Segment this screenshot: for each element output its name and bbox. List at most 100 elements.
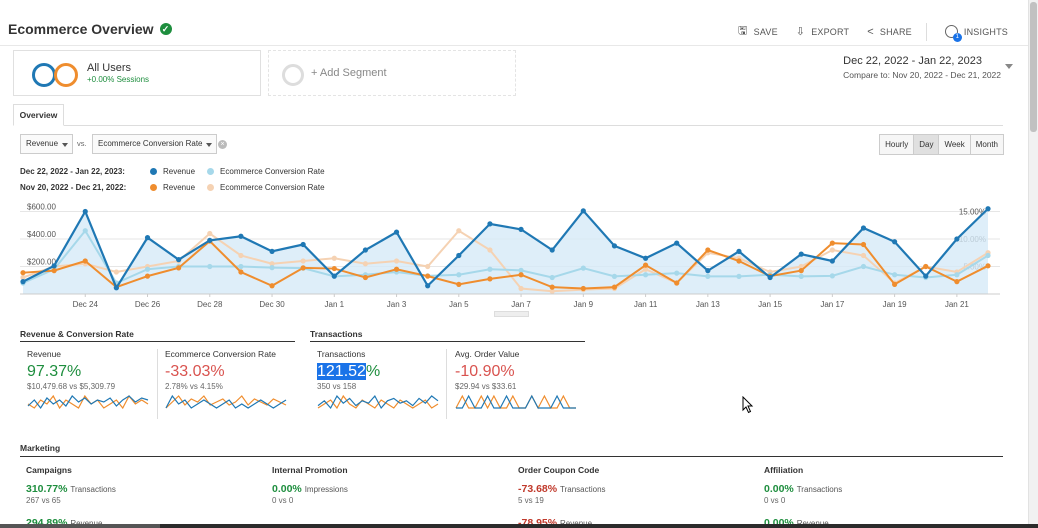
data-point[interactable] xyxy=(518,285,524,292)
metric-card-transactions[interactable]: Transactions 121.52% 350 vs 158 xyxy=(317,349,439,410)
data-point[interactable] xyxy=(362,247,369,253)
segment-all-users[interactable]: All Users +0.00% Sessions xyxy=(13,50,261,96)
metric-dropdown-primary[interactable]: Revenue xyxy=(20,134,73,154)
data-point[interactable] xyxy=(580,285,586,292)
marketing-campaigns[interactable]: Campaigns 310.77% Transactions 267 vs 65… xyxy=(26,465,116,528)
chart-resize-handle[interactable] xyxy=(494,311,529,317)
remove-metric-icon[interactable]: × xyxy=(218,140,227,149)
data-point[interactable] xyxy=(798,263,804,270)
data-point[interactable] xyxy=(238,263,244,270)
data-point[interactable] xyxy=(144,266,151,272)
data-point[interactable] xyxy=(860,241,867,248)
data-point[interactable] xyxy=(456,272,462,278)
data-point[interactable] xyxy=(518,267,524,273)
data-point[interactable] xyxy=(829,273,835,279)
data-point[interactable] xyxy=(642,255,649,261)
data-point[interactable] xyxy=(82,228,88,234)
data-point[interactable] xyxy=(549,247,555,253)
data-point[interactable] xyxy=(736,258,742,264)
data-point[interactable] xyxy=(113,269,119,275)
data-point[interactable] xyxy=(829,247,835,253)
marketing-internal-promotion[interactable]: Internal Promotion 0.00% Impressions 0 v… xyxy=(272,465,348,505)
data-point[interactable] xyxy=(923,263,929,270)
data-point[interactable] xyxy=(51,263,57,269)
data-point[interactable] xyxy=(549,284,555,290)
data-point[interactable] xyxy=(487,247,493,253)
data-point[interactable] xyxy=(331,255,337,261)
page-scrollbar[interactable] xyxy=(1028,0,1038,528)
data-point[interactable] xyxy=(518,226,524,232)
data-point[interactable] xyxy=(736,273,742,279)
data-point[interactable] xyxy=(331,265,337,272)
data-point[interactable] xyxy=(20,274,26,281)
data-point[interactable] xyxy=(705,273,711,279)
data-point[interactable] xyxy=(736,248,742,254)
data-point[interactable] xyxy=(487,276,493,282)
data-point[interactable] xyxy=(456,281,462,287)
series-line-conversion-current[interactable] xyxy=(22,229,989,285)
data-point[interactable] xyxy=(611,243,618,249)
data-point[interactable] xyxy=(580,208,586,214)
data-point[interactable] xyxy=(892,272,898,278)
data-point[interactable] xyxy=(207,230,213,237)
data-point[interactable] xyxy=(269,283,275,289)
series-line-revenue-current[interactable] xyxy=(22,207,989,291)
data-point[interactable] xyxy=(642,266,649,272)
granularity-hourly[interactable]: Hourly xyxy=(879,134,915,155)
insights-button[interactable]: 1 INSIGHTS xyxy=(944,25,1008,42)
marketing-affiliation[interactable]: Affiliation 0.00% Transactions 0 vs 0 0.… xyxy=(764,465,843,528)
data-point[interactable] xyxy=(144,273,151,279)
data-point[interactable] xyxy=(425,283,431,289)
data-point[interactable] xyxy=(393,258,400,264)
data-point[interactable] xyxy=(674,280,680,286)
data-point[interactable] xyxy=(860,225,867,231)
data-point[interactable] xyxy=(82,258,88,264)
share-button[interactable]: < SHARE xyxy=(867,25,912,38)
data-point[interactable] xyxy=(269,265,275,271)
data-point[interactable] xyxy=(674,240,680,246)
tab-overview[interactable]: Overview xyxy=(13,104,64,126)
data-point[interactable] xyxy=(20,270,26,276)
save-button[interactable]: 🖫 SAVE xyxy=(738,22,778,41)
data-point[interactable] xyxy=(580,265,586,271)
data-point[interactable] xyxy=(892,239,898,245)
data-point[interactable] xyxy=(269,248,275,254)
data-point[interactable] xyxy=(705,247,711,253)
data-point[interactable] xyxy=(985,263,991,269)
data-point[interactable] xyxy=(829,258,835,264)
data-point[interactable] xyxy=(425,263,431,270)
data-point[interactable] xyxy=(176,265,182,271)
data-point[interactable] xyxy=(425,273,431,279)
data-point[interactable] xyxy=(207,263,213,270)
legend-item-conversion-previous[interactable]: Ecommerce Conversion Rate xyxy=(207,183,325,192)
metric-card-conversion-rate[interactable]: Ecommerce Conversion Rate -33.03% 2.78% … xyxy=(165,349,287,410)
granularity-week[interactable]: Week xyxy=(938,134,971,155)
data-point[interactable] xyxy=(798,273,804,279)
data-point[interactable] xyxy=(269,261,275,267)
data-point[interactable] xyxy=(985,252,991,259)
legend-item-revenue-current[interactable]: Revenue xyxy=(150,167,195,176)
date-range-picker[interactable]: Dec 22, 2022 - Jan 22, 2023 Compare to: … xyxy=(843,55,1001,80)
data-point[interactable] xyxy=(642,272,649,278)
export-button[interactable]: ⇩ EXPORT xyxy=(795,26,850,38)
data-point[interactable] xyxy=(144,235,151,241)
data-point[interactable] xyxy=(331,273,337,279)
scrollbar-thumb[interactable] xyxy=(1030,2,1037,132)
data-point[interactable] xyxy=(393,266,400,272)
data-point[interactable] xyxy=(238,233,244,239)
data-point[interactable] xyxy=(207,237,213,243)
metric-card-avg-order-value[interactable]: Avg. Order Value -10.90% $29.94 vs $33.6… xyxy=(455,349,577,410)
legend-item-conversion-current[interactable]: Ecommerce Conversion Rate xyxy=(207,167,325,176)
data-point[interactable] xyxy=(611,284,618,290)
data-point[interactable] xyxy=(487,266,493,272)
data-point[interactable] xyxy=(860,252,867,259)
data-point[interactable] xyxy=(518,272,524,278)
data-point[interactable] xyxy=(954,236,960,242)
data-point[interactable] xyxy=(954,279,960,285)
data-point[interactable] xyxy=(611,273,618,279)
line-chart[interactable]: $200.00$400.00$600.005.00%10.00%15.00%De… xyxy=(20,198,1000,313)
data-point[interactable] xyxy=(798,251,804,257)
data-point[interactable] xyxy=(798,268,804,274)
data-point[interactable] xyxy=(300,258,306,264)
data-point[interactable] xyxy=(954,272,960,278)
